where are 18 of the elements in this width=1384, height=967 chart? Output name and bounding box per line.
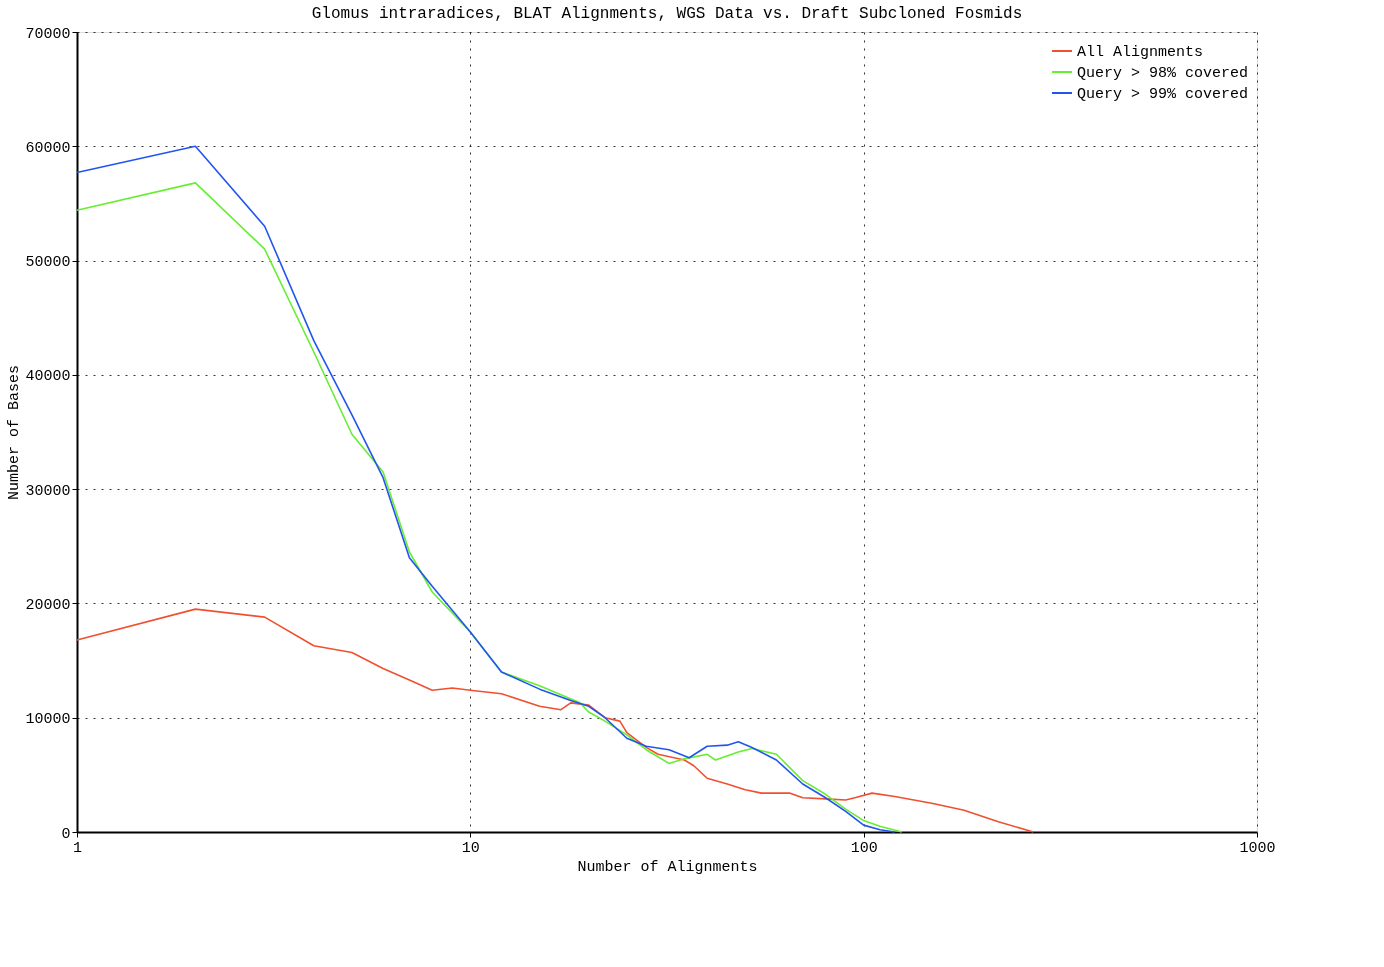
legend-label: Query > 98% covered [1077, 65, 1249, 82]
y-tick-label: 10000 [25, 711, 71, 729]
y-tick-label: 30000 [25, 482, 71, 500]
x-axis-title: Number of Alignments [577, 858, 758, 876]
y-tick-label: 60000 [25, 139, 71, 157]
y-tick-label: 20000 [25, 596, 71, 614]
x-tick-label: 100 [850, 839, 878, 857]
legend-label: All Alignments [1077, 44, 1204, 61]
x-tick-label: 1000 [1239, 839, 1276, 857]
legend-label: Query > 99% covered [1077, 86, 1249, 103]
y-tick-label: 70000 [25, 25, 71, 43]
chart-title: Glomus intraradices, BLAT Alignments, WGS Data vs. Draft Subcloned Fosmids [311, 5, 1023, 23]
y-tick-label: 0 [61, 825, 71, 843]
x-tick-label: 1 [72, 839, 83, 857]
y-axis-title: Number of Bases [6, 364, 24, 501]
x-tick-label: 10 [461, 839, 480, 857]
y-tick-label: 50000 [25, 254, 71, 272]
y-tick-label: 40000 [25, 368, 71, 386]
